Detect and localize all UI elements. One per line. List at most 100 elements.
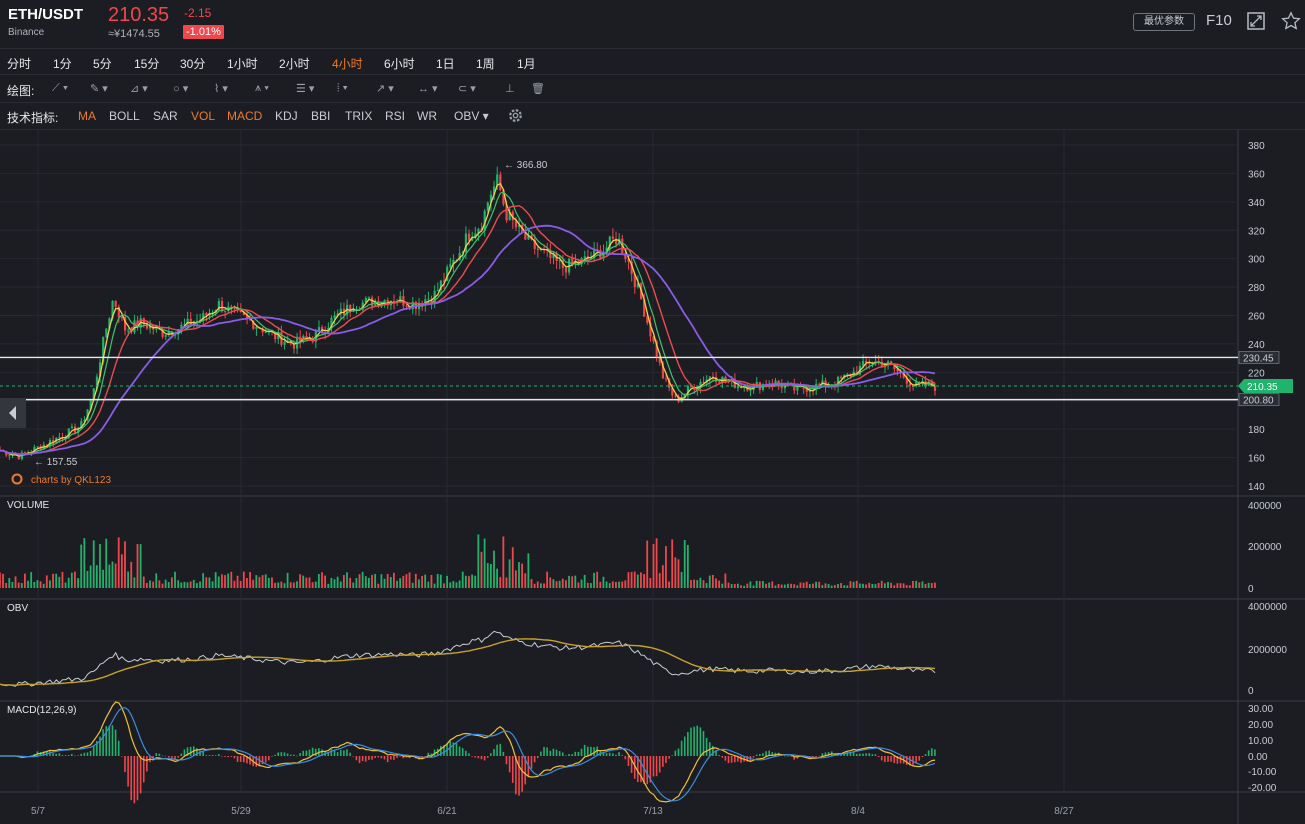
macd-histogram-bar bbox=[202, 751, 204, 756]
price-chart[interactable]: 5/7 5/29 6/21 7/13 8/4 8/27 380 360 340 320 300 280… bbox=[0, 130, 1305, 824]
volume-bar bbox=[852, 581, 855, 588]
indicator-sar[interactable]: SAR bbox=[153, 109, 178, 123]
bars-tool-icon[interactable]: ⊥ bbox=[505, 83, 515, 95]
candle-body bbox=[167, 331, 170, 335]
candle-body bbox=[608, 236, 611, 248]
candle-body bbox=[95, 376, 99, 389]
indicator-obv[interactable]: OBV ▾ bbox=[454, 109, 489, 123]
candle-body bbox=[549, 250, 552, 258]
volume-bar bbox=[793, 584, 796, 588]
candle-body bbox=[471, 237, 474, 241]
macd-histogram-bar bbox=[630, 756, 633, 773]
volume-bar bbox=[483, 538, 486, 588]
volume-bar bbox=[155, 573, 158, 588]
timeframe-tab-9[interactable]: 1日 bbox=[436, 57, 455, 71]
volume-bar bbox=[533, 583, 536, 588]
indicator-kdj[interactable]: KDJ bbox=[275, 109, 298, 123]
indicator-wr[interactable]: WR bbox=[417, 109, 437, 123]
indicator-bbi[interactable]: BBI bbox=[311, 109, 331, 123]
volume-bar bbox=[702, 580, 705, 588]
annotation-tool-icon[interactable]: ⊂ ▾ bbox=[458, 83, 476, 95]
volume-bar bbox=[549, 577, 552, 588]
best-params-button[interactable]: 最优参数 bbox=[1133, 13, 1195, 31]
macd-histogram-bar bbox=[605, 753, 608, 756]
measure-tool-icon[interactable]: ↔ ▾ bbox=[418, 83, 438, 95]
volume-bar bbox=[590, 583, 592, 588]
gann-tool-icon[interactable]: ⦙ ▾ bbox=[337, 82, 348, 94]
candle-body bbox=[636, 283, 640, 288]
macd-histogram-bar bbox=[211, 755, 214, 756]
macd-histogram-bar bbox=[239, 756, 242, 762]
shape-tool-icon[interactable]: ○ ▾ bbox=[173, 83, 189, 95]
candle-body bbox=[114, 301, 117, 307]
macd-histogram-bar bbox=[721, 756, 724, 758]
macd-histogram-bar bbox=[652, 756, 655, 777]
candle-body bbox=[661, 362, 665, 379]
timeframe-tab-10[interactable]: 1周 bbox=[476, 57, 495, 71]
volume-bar bbox=[715, 578, 717, 588]
timeframe-tab-6[interactable]: 2小时 bbox=[279, 57, 310, 71]
timeframe-tab-1[interactable]: 1分 bbox=[53, 57, 72, 71]
volume-bar bbox=[765, 583, 767, 588]
star-icon[interactable] bbox=[1281, 11, 1301, 31]
candle-body bbox=[736, 385, 740, 389]
candle-body bbox=[202, 313, 205, 321]
candle-body bbox=[474, 233, 477, 238]
indicator-bar: 技术指标: MA BOLL SAR VOL MACD KDJ BBI TRIX RSI WR OBV… bbox=[0, 103, 1305, 130]
macd-histogram-bar bbox=[199, 750, 201, 756]
macd-histogram-bar bbox=[471, 756, 473, 757]
macd-histogram-bar bbox=[405, 756, 408, 758]
timeframe-tab-2[interactable]: 5分 bbox=[93, 57, 112, 71]
arrow-tool-icon[interactable]: ↗ ▾ bbox=[376, 83, 394, 95]
indicator-vol[interactable]: VOL bbox=[191, 109, 216, 123]
timeframe-tab-5[interactable]: 1小时 bbox=[227, 57, 258, 71]
timeframe-tab-7[interactable]: 4小时 bbox=[332, 57, 363, 71]
low-price-marker: ← 157.55 bbox=[34, 457, 78, 468]
candle-body bbox=[630, 261, 633, 274]
fullscreen-icon[interactable] bbox=[1247, 12, 1265, 30]
pen-tool-icon[interactable]: ✎ ▾ bbox=[90, 83, 108, 95]
price-axis-tick: 380 bbox=[1248, 141, 1265, 152]
macd-histogram-bar bbox=[364, 756, 367, 762]
candle-body bbox=[283, 341, 286, 345]
candle-body bbox=[220, 301, 224, 312]
macd-histogram-bar bbox=[486, 756, 489, 758]
macd-histogram-bar bbox=[890, 756, 892, 762]
volume-bar bbox=[411, 582, 414, 588]
wave-tool-icon[interactable]: ⌇ ▾ bbox=[214, 83, 228, 95]
line-tool-icon[interactable]: ⟋ ▾ bbox=[52, 82, 69, 94]
macd-histogram-bar bbox=[643, 756, 645, 784]
volume-bar bbox=[89, 565, 92, 588]
timeframe-tab-4[interactable]: 30分 bbox=[180, 57, 206, 71]
trash-icon[interactable]: 🗑 bbox=[531, 83, 545, 95]
volume-bar bbox=[389, 577, 392, 588]
volume-bar bbox=[896, 583, 899, 588]
obv-ma-line bbox=[0, 638, 936, 687]
candle-body bbox=[123, 317, 127, 331]
f10-button[interactable]: F10 bbox=[1206, 12, 1232, 29]
volume-bar bbox=[108, 564, 111, 588]
pattern-tool-icon[interactable]: ⩚ ▾ bbox=[255, 82, 269, 94]
volume-bar bbox=[49, 580, 51, 588]
indicator-trix[interactable]: TRIX bbox=[345, 109, 373, 123]
timeframe-tab-3[interactable]: 15分 bbox=[134, 57, 160, 71]
timeframe-tab-8[interactable]: 6小时 bbox=[384, 57, 415, 71]
indicator-rsi[interactable]: RSI bbox=[385, 109, 406, 123]
timeframe-tab-11[interactable]: 1月 bbox=[517, 57, 536, 71]
fib-tool-icon[interactable]: ☰ ▾ bbox=[296, 83, 315, 95]
indicator-boll[interactable]: BOLL bbox=[109, 109, 140, 123]
indicator-ma[interactable]: MA bbox=[78, 109, 96, 123]
volume-bar bbox=[655, 538, 658, 588]
indicator-macd[interactable]: MACD bbox=[227, 109, 263, 123]
volume-bar bbox=[461, 571, 464, 588]
candle-body bbox=[755, 382, 758, 384]
macd-histogram-bar bbox=[161, 755, 164, 757]
gear-icon[interactable] bbox=[507, 107, 524, 124]
channel-tool-icon[interactable]: ⊿ ▾ bbox=[130, 83, 148, 95]
timeframe-tab-0[interactable]: 分时 bbox=[7, 57, 32, 71]
macd-histogram-bar bbox=[912, 756, 914, 765]
price-axis-tick: 360 bbox=[1248, 169, 1265, 180]
macd-histogram-bar bbox=[427, 752, 430, 756]
volume-bar bbox=[489, 563, 492, 588]
candle-body bbox=[605, 247, 608, 252]
